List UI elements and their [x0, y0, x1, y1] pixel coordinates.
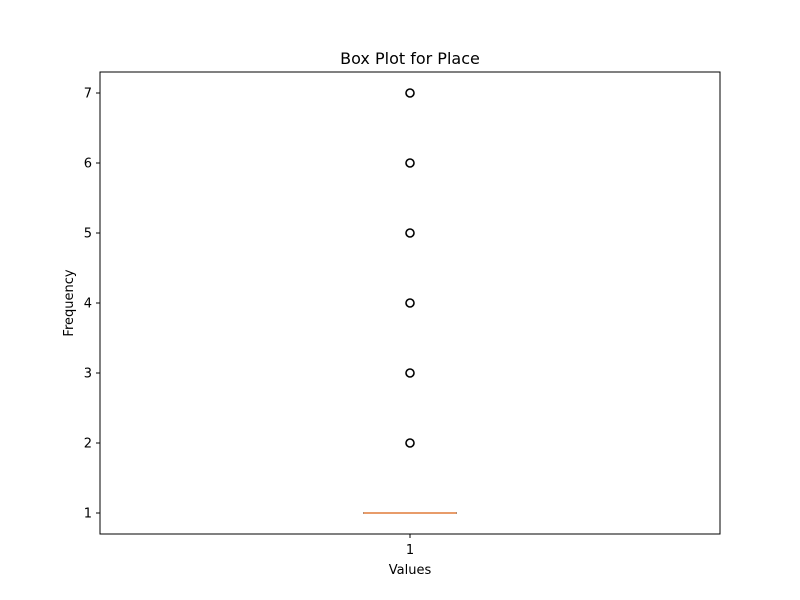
y-tick-label: 3	[84, 367, 92, 382]
y-axis-label: Frequency	[62, 269, 77, 336]
y-axis-ticks: 1 2 3 4 5 6 7	[84, 87, 100, 522]
outlier-point	[405, 158, 415, 168]
plot-frame	[99, 71, 721, 535]
outlier-point	[405, 298, 415, 308]
chart-title: Box Plot for Place	[340, 49, 480, 68]
box-plot-marks	[363, 88, 457, 514]
y-tick-label: 7	[84, 87, 92, 102]
y-tick-label: 2	[84, 437, 92, 452]
y-tick-label: 4	[84, 297, 92, 312]
x-axis-label: Values	[389, 563, 432, 578]
outlier-point	[405, 368, 415, 378]
outlier-point	[405, 438, 415, 448]
outlier-point	[405, 88, 415, 98]
x-tick-label: 1	[406, 543, 414, 558]
y-tick-label: 6	[84, 157, 92, 172]
y-tick-label: 1	[84, 507, 92, 522]
y-tick-label: 5	[84, 227, 92, 242]
outlier-point	[405, 228, 415, 238]
x-axis-ticks: 1	[406, 534, 414, 558]
